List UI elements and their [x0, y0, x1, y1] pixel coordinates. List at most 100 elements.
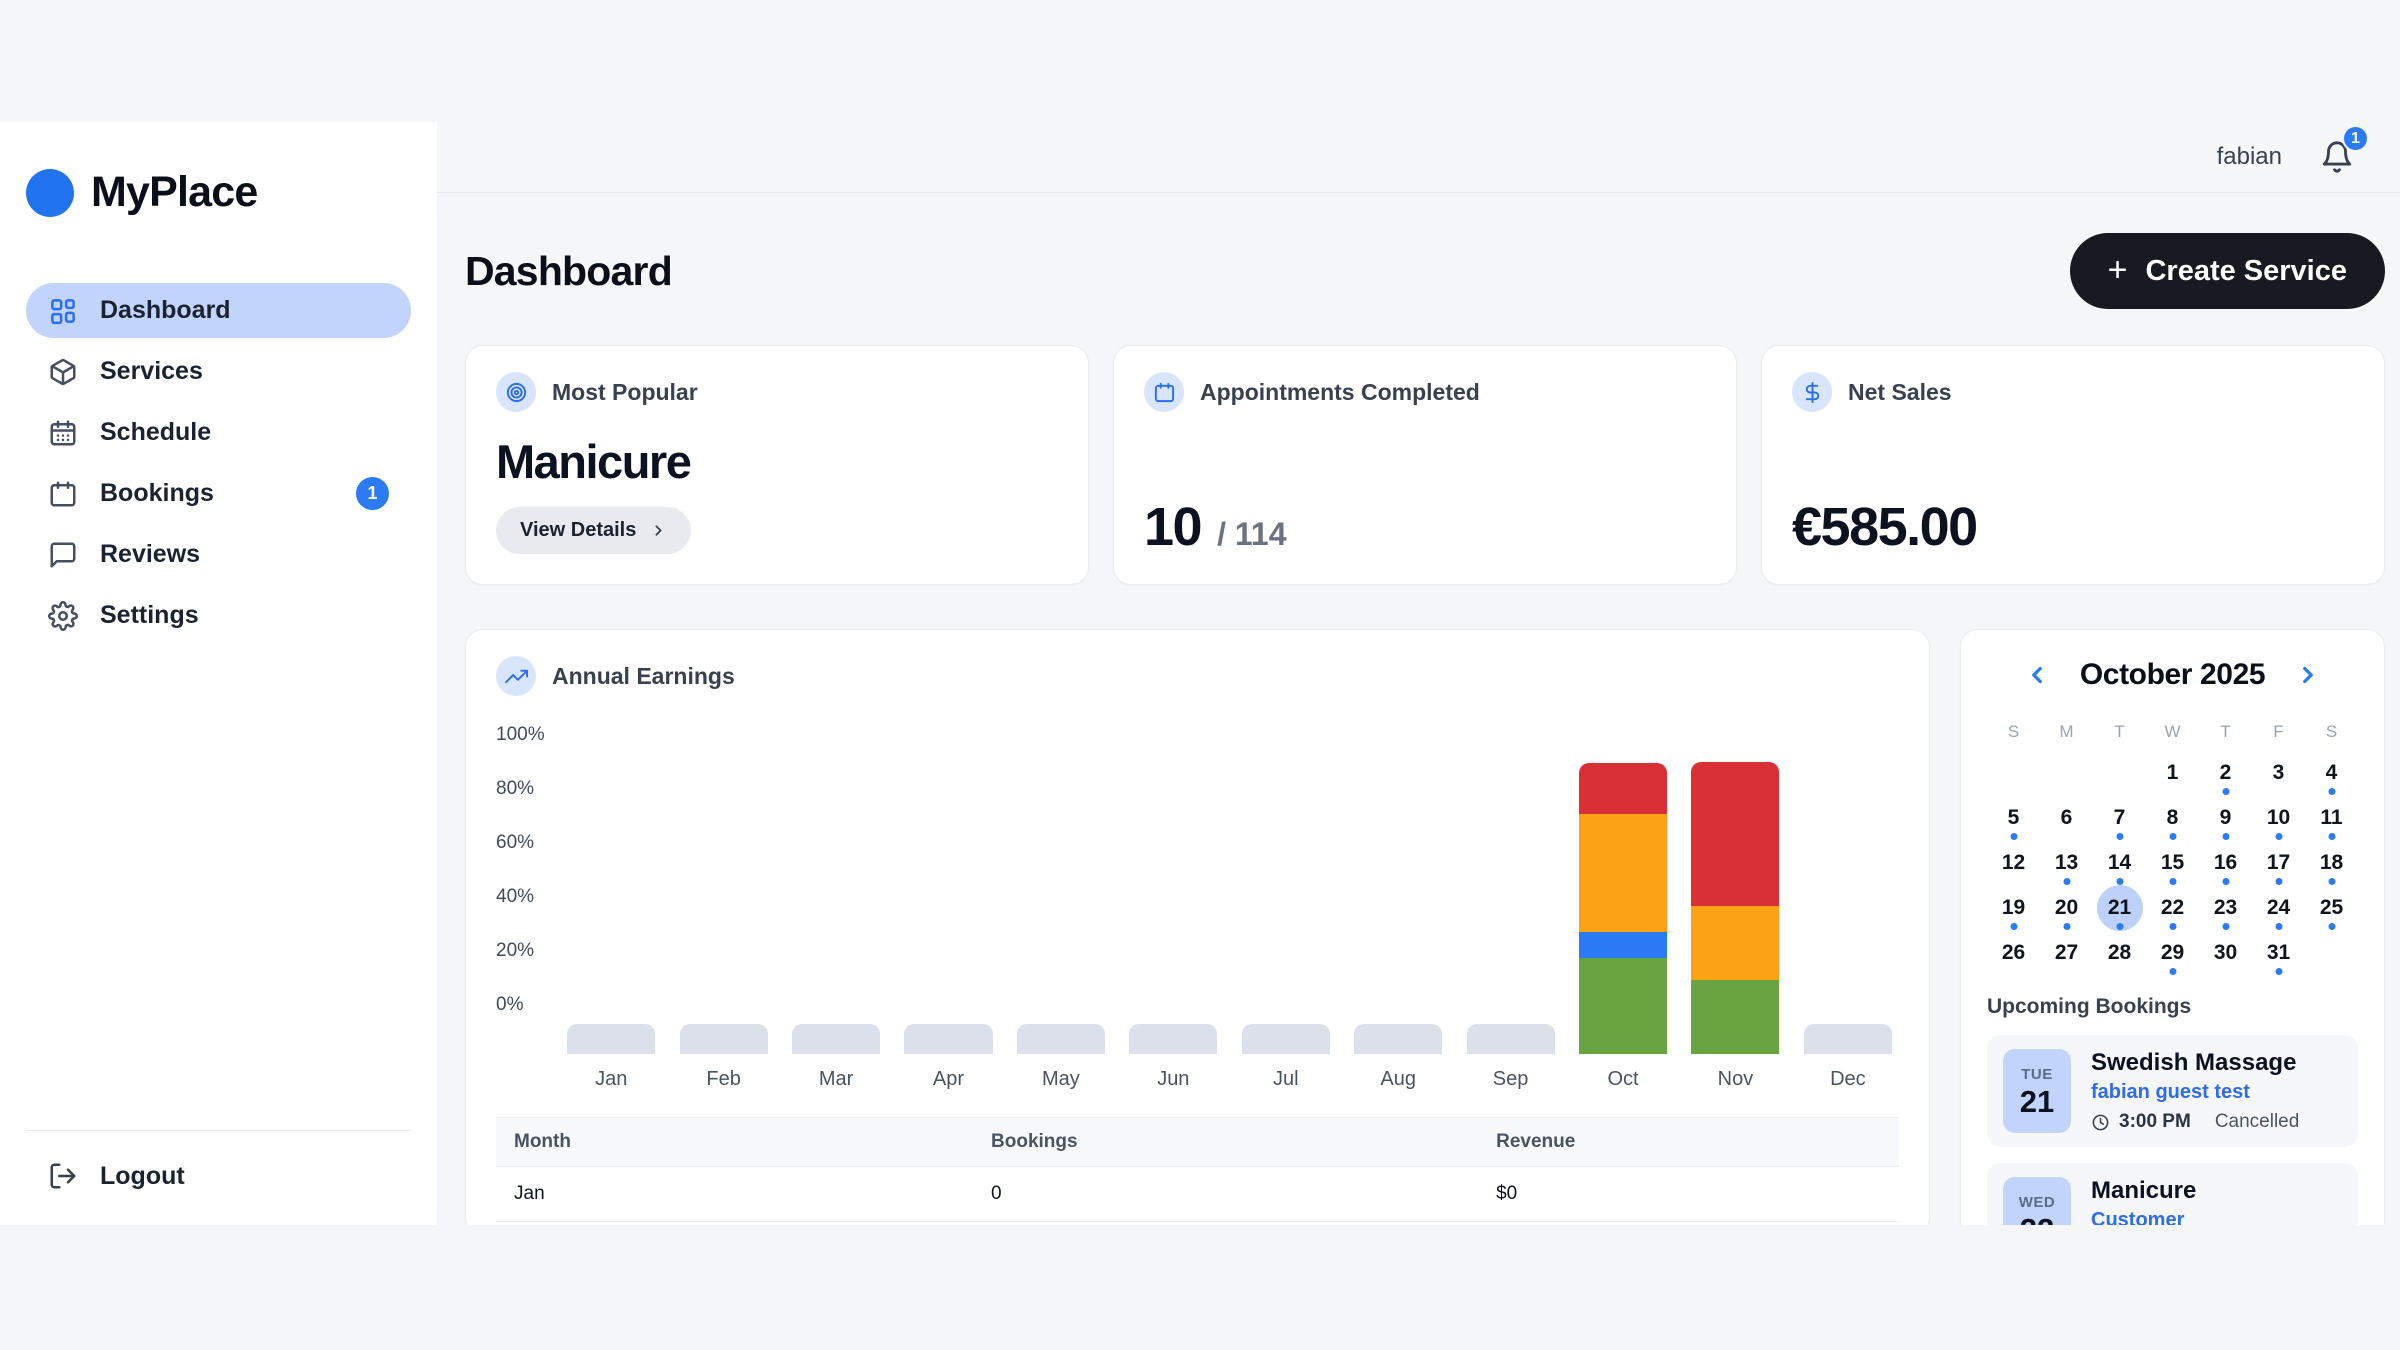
chevron-right-icon: [655, 525, 662, 536]
booking-customer-link[interactable]: Customer: [2091, 1209, 2185, 1225]
sidebar-item-services[interactable]: Services: [26, 344, 411, 399]
calendar-day-number: 29: [2160, 940, 2185, 964]
plus-icon: +: [2107, 250, 2128, 289]
logout-button[interactable]: Logout: [26, 1161, 411, 1191]
calendar-day-11[interactable]: 11: [2305, 795, 2358, 840]
calendar-day-number: 27: [2054, 940, 2079, 964]
calendar-day-28[interactable]: 28: [2093, 930, 2146, 975]
net-sales-value: €585.00: [1792, 497, 1978, 557]
x-tick-label: Sep: [1492, 1068, 1529, 1090]
booking-item[interactable]: TUE 21 Swedish Massage fabian guest test 3:0…: [1987, 1035, 2358, 1147]
calendar-day-20[interactable]: 20: [2040, 885, 2093, 930]
sidebar-item-schedule[interactable]: Schedule: [26, 405, 411, 460]
net-sales-card: Net Sales €585.00: [1761, 345, 2385, 585]
calendar-day-number: 11: [2320, 805, 2343, 829]
net-sales-label: Net Sales: [1848, 378, 1952, 405]
booking-dot: [2328, 788, 2335, 795]
calendar-day-27[interactable]: 27: [2040, 930, 2093, 975]
sidebar-item-reviews[interactable]: Reviews: [26, 527, 411, 582]
calendar-day-6[interactable]: 6: [2040, 795, 2093, 840]
weekday-label: T: [2220, 722, 2231, 741]
calendar-day-13[interactable]: 13: [2040, 840, 2093, 885]
empty-bar: [1354, 1024, 1443, 1054]
sidebar-item-bookings[interactable]: Bookings 1: [26, 466, 411, 521]
calendar-day-9[interactable]: 9: [2199, 795, 2252, 840]
calendar-day-number: 14: [2107, 850, 2132, 874]
most-popular-value: Manicure: [496, 435, 692, 488]
chart-bar-slot: [1797, 724, 1899, 1054]
calendar-day-23[interactable]: 23: [2199, 885, 2252, 930]
calendar-day-24[interactable]: 24: [2252, 885, 2305, 930]
booking-dot: [2328, 833, 2335, 840]
chart-bar-slot: [1459, 724, 1561, 1054]
booking-dot: [2116, 833, 2123, 840]
calendar-day-31[interactable]: 31: [2252, 930, 2305, 975]
calendar-next-button[interactable]: [2295, 662, 2321, 688]
upcoming-bookings-list: TUE 21 Swedish Massage fabian guest test 3:0…: [1987, 1035, 2358, 1225]
calendar-day-3[interactable]: 3: [2252, 750, 2305, 795]
weekday-label: S: [2007, 722, 2020, 741]
calendar-day-25[interactable]: 25: [2305, 885, 2358, 930]
booking-item[interactable]: WED22ManicureCustomer2:00 AMPending: [1987, 1163, 2358, 1225]
booking-day: 21: [2019, 1083, 2055, 1119]
calendar-prev-button[interactable]: [2024, 662, 2050, 688]
empty-bar: [1803, 1024, 1892, 1054]
y-tick-label: 40%: [496, 886, 535, 907]
calendar-day-5[interactable]: 5: [1987, 795, 2040, 840]
sidebar-item-dashboard[interactable]: Dashboard: [26, 283, 411, 338]
chevron-left-icon: [2031, 666, 2042, 684]
view-details-button[interactable]: View Details: [496, 507, 692, 554]
notifications-button[interactable]: 1: [2320, 125, 2369, 174]
calendar-day-number: 1: [2166, 760, 2179, 784]
x-tick-label: Feb: [706, 1068, 741, 1090]
calendar-day-30[interactable]: 30: [2199, 930, 2252, 975]
booking-dot: [2275, 968, 2282, 975]
bookings-count-badge: 1: [356, 477, 389, 510]
annual-earnings-title: Annual Earnings: [552, 662, 735, 689]
table-cell: $0: [1478, 1221, 1899, 1225]
x-tick-label: Jul: [1272, 1068, 1299, 1090]
calendar-day-29[interactable]: 29: [2146, 930, 2199, 975]
calendar-day-17[interactable]: 17: [2252, 840, 2305, 885]
calendar-day-18[interactable]: 18: [2305, 840, 2358, 885]
stacked-bar-nov: [1691, 762, 1780, 1054]
empty-bar: [904, 1024, 993, 1054]
calendar-day-26[interactable]: 26: [1987, 930, 2040, 975]
calendar-day-number: 5: [2007, 805, 2020, 829]
x-tick-label: Mar: [818, 1068, 854, 1090]
booking-customer-link[interactable]: fabian guest test: [2091, 1081, 2250, 1103]
create-service-button[interactable]: + Create Service: [2069, 233, 2385, 309]
booking-dot: [2328, 878, 2335, 885]
booking-dot: [2222, 788, 2229, 795]
calendar-day-number: 3: [2272, 760, 2285, 784]
settings-icon: [48, 600, 78, 631]
calendar-day-21[interactable]: 21: [2093, 884, 2146, 931]
calendar-day-7[interactable]: 7: [2093, 795, 2146, 840]
calendar-day-number: 17: [2266, 850, 2291, 874]
calendar-day-19[interactable]: 19: [1987, 885, 2040, 930]
x-tick-label: Aug: [1380, 1068, 1416, 1090]
calendar-day-1[interactable]: 1: [2146, 750, 2199, 795]
calendar-day-2[interactable]: 2: [2199, 750, 2252, 795]
booking-dot: [2169, 878, 2176, 885]
calendar-day-number: 13: [2054, 850, 2079, 874]
chart-bar-slot: [897, 724, 999, 1054]
sidebar-footer: Logout: [26, 1130, 411, 1191]
calendar-day-22[interactable]: 22: [2146, 885, 2199, 930]
booking-date-chip: TUE 21: [2003, 1049, 2071, 1133]
segment-red: [1578, 763, 1668, 814]
calendar-day-15[interactable]: 15: [2146, 840, 2199, 885]
empty-bar: [1466, 1024, 1555, 1054]
sidebar-item-settings[interactable]: Settings: [26, 588, 411, 643]
calendar-day-4[interactable]: 4: [2305, 750, 2358, 795]
segment-orange: [1691, 906, 1780, 980]
chart-y-axis: 100% 80% 60% 40% 20% 0%: [496, 724, 560, 1016]
booking-dot: [2275, 878, 2282, 885]
calendar-day-14[interactable]: 14: [2093, 840, 2146, 885]
calendar-icon: [1144, 372, 1184, 412]
calendar-day-8[interactable]: 8: [2146, 795, 2199, 840]
calendar-day-10[interactable]: 10: [2252, 795, 2305, 840]
calendar-day-16[interactable]: 16: [2199, 840, 2252, 885]
calendar-day-12[interactable]: 12: [1987, 840, 2040, 885]
